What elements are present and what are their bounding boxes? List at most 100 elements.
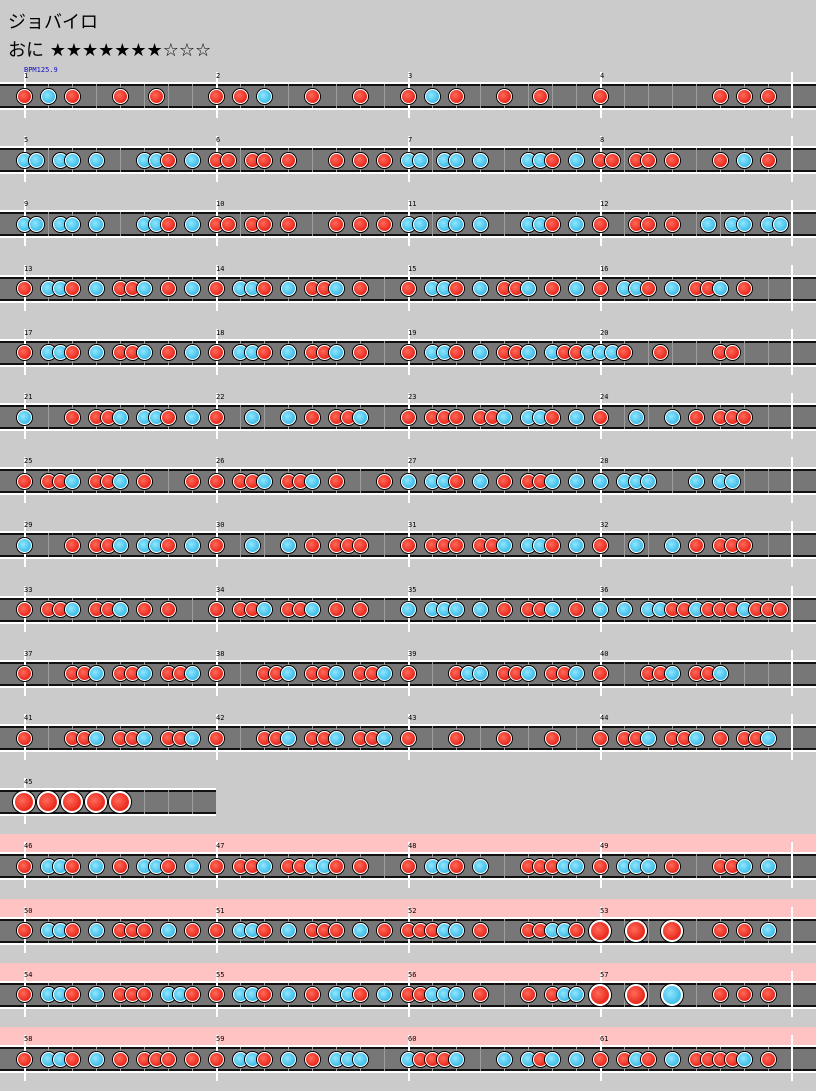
don-note [376, 923, 392, 939]
don-note [352, 216, 368, 232]
don-note [688, 409, 704, 425]
beat-line [744, 469, 745, 494]
don-note [208, 409, 224, 425]
chart-row: 17 18 19 20 [0, 321, 816, 385]
don-note [160, 537, 176, 553]
don-note [496, 602, 512, 618]
don-note [400, 409, 416, 425]
don-note [256, 152, 272, 168]
big-don-note [109, 791, 131, 814]
measure-number: 42 [216, 714, 225, 722]
don-note [64, 858, 80, 874]
ka-note [280, 537, 296, 553]
don-note [496, 473, 512, 489]
don-note [328, 602, 344, 618]
chart-row: 9 10 11 12 [0, 192, 816, 256]
don-note [472, 923, 488, 939]
don-note [304, 409, 320, 425]
bar-line [791, 842, 793, 889]
beat-line [528, 726, 529, 750]
beat-line [312, 148, 313, 173]
don-note [208, 602, 224, 618]
don-note [64, 88, 80, 104]
measure-number: 33 [24, 585, 33, 594]
don-note [208, 281, 224, 297]
don-note [16, 473, 32, 489]
chart-row: 54 55 56 57 [0, 962, 816, 1027]
measure-number: 31 [408, 521, 417, 530]
ka-note [376, 666, 392, 682]
beat-line [168, 790, 169, 815]
don-note [208, 1051, 224, 1067]
ka-note [496, 409, 512, 425]
ka-note [352, 1051, 368, 1067]
measure-number: 4 [600, 72, 605, 80]
beat-line [504, 982, 505, 1007]
ka-note [280, 345, 296, 361]
measure-number: 3 [408, 72, 413, 80]
ka-note [136, 666, 152, 682]
chart-row: 21 22 23 24 [0, 385, 816, 449]
don-note [496, 88, 512, 104]
ka-note [184, 730, 200, 746]
measure-number: 49 [600, 842, 609, 851]
measure-number: 17 [24, 328, 33, 337]
don-note [652, 345, 668, 361]
big-don-note [85, 791, 107, 814]
measure-number: 60 [408, 1035, 417, 1043]
don-note [760, 987, 776, 1003]
don-note [208, 923, 224, 939]
ka-note [280, 409, 296, 425]
don-note [328, 152, 344, 168]
measure-number: 44 [600, 714, 609, 722]
beat-line [192, 790, 193, 815]
don-note [328, 858, 344, 874]
bar-line [791, 328, 793, 375]
don-note [160, 216, 176, 232]
don-note [220, 152, 236, 168]
don-note [160, 345, 176, 361]
bar-line [791, 200, 793, 247]
ka-note [772, 216, 788, 232]
chart-row: 1 2 3 4 [0, 64, 816, 128]
measure-number: 1 [24, 72, 29, 80]
don-note [208, 858, 224, 874]
bar-line [791, 1035, 793, 1081]
beat-line [720, 212, 721, 237]
beat-line [432, 661, 433, 686]
ka-note [412, 152, 428, 168]
beat-line [672, 340, 673, 365]
big-don-note [61, 791, 83, 814]
don-note [640, 152, 656, 168]
don-note [256, 345, 272, 361]
don-note [304, 987, 320, 1003]
don-note [688, 537, 704, 553]
don-note [136, 923, 152, 939]
ka-note [544, 473, 560, 489]
ka-note [280, 987, 296, 1003]
ka-note [88, 281, 104, 297]
don-note [472, 987, 488, 1003]
don-note [592, 216, 608, 232]
ka-note [520, 345, 536, 361]
chart-row: 37 38 39 40 [0, 642, 816, 706]
don-note [736, 923, 752, 939]
ka-note [568, 987, 584, 1003]
measure-number: 20 [600, 328, 609, 337]
don-note [400, 88, 416, 104]
don-note [736, 987, 752, 1003]
don-note [376, 473, 392, 489]
ka-note [64, 152, 80, 168]
measure-number: 48 [408, 842, 417, 851]
ka-note [472, 666, 488, 682]
ka-note [700, 216, 716, 232]
measure-number: 41 [24, 714, 33, 722]
don-note [16, 858, 32, 874]
ka-note [136, 281, 152, 297]
measure-number: 22 [216, 393, 225, 401]
ka-note [592, 602, 608, 618]
ka-note [352, 409, 368, 425]
don-note [592, 1051, 608, 1067]
ka-note [568, 281, 584, 297]
ka-note [88, 730, 104, 746]
